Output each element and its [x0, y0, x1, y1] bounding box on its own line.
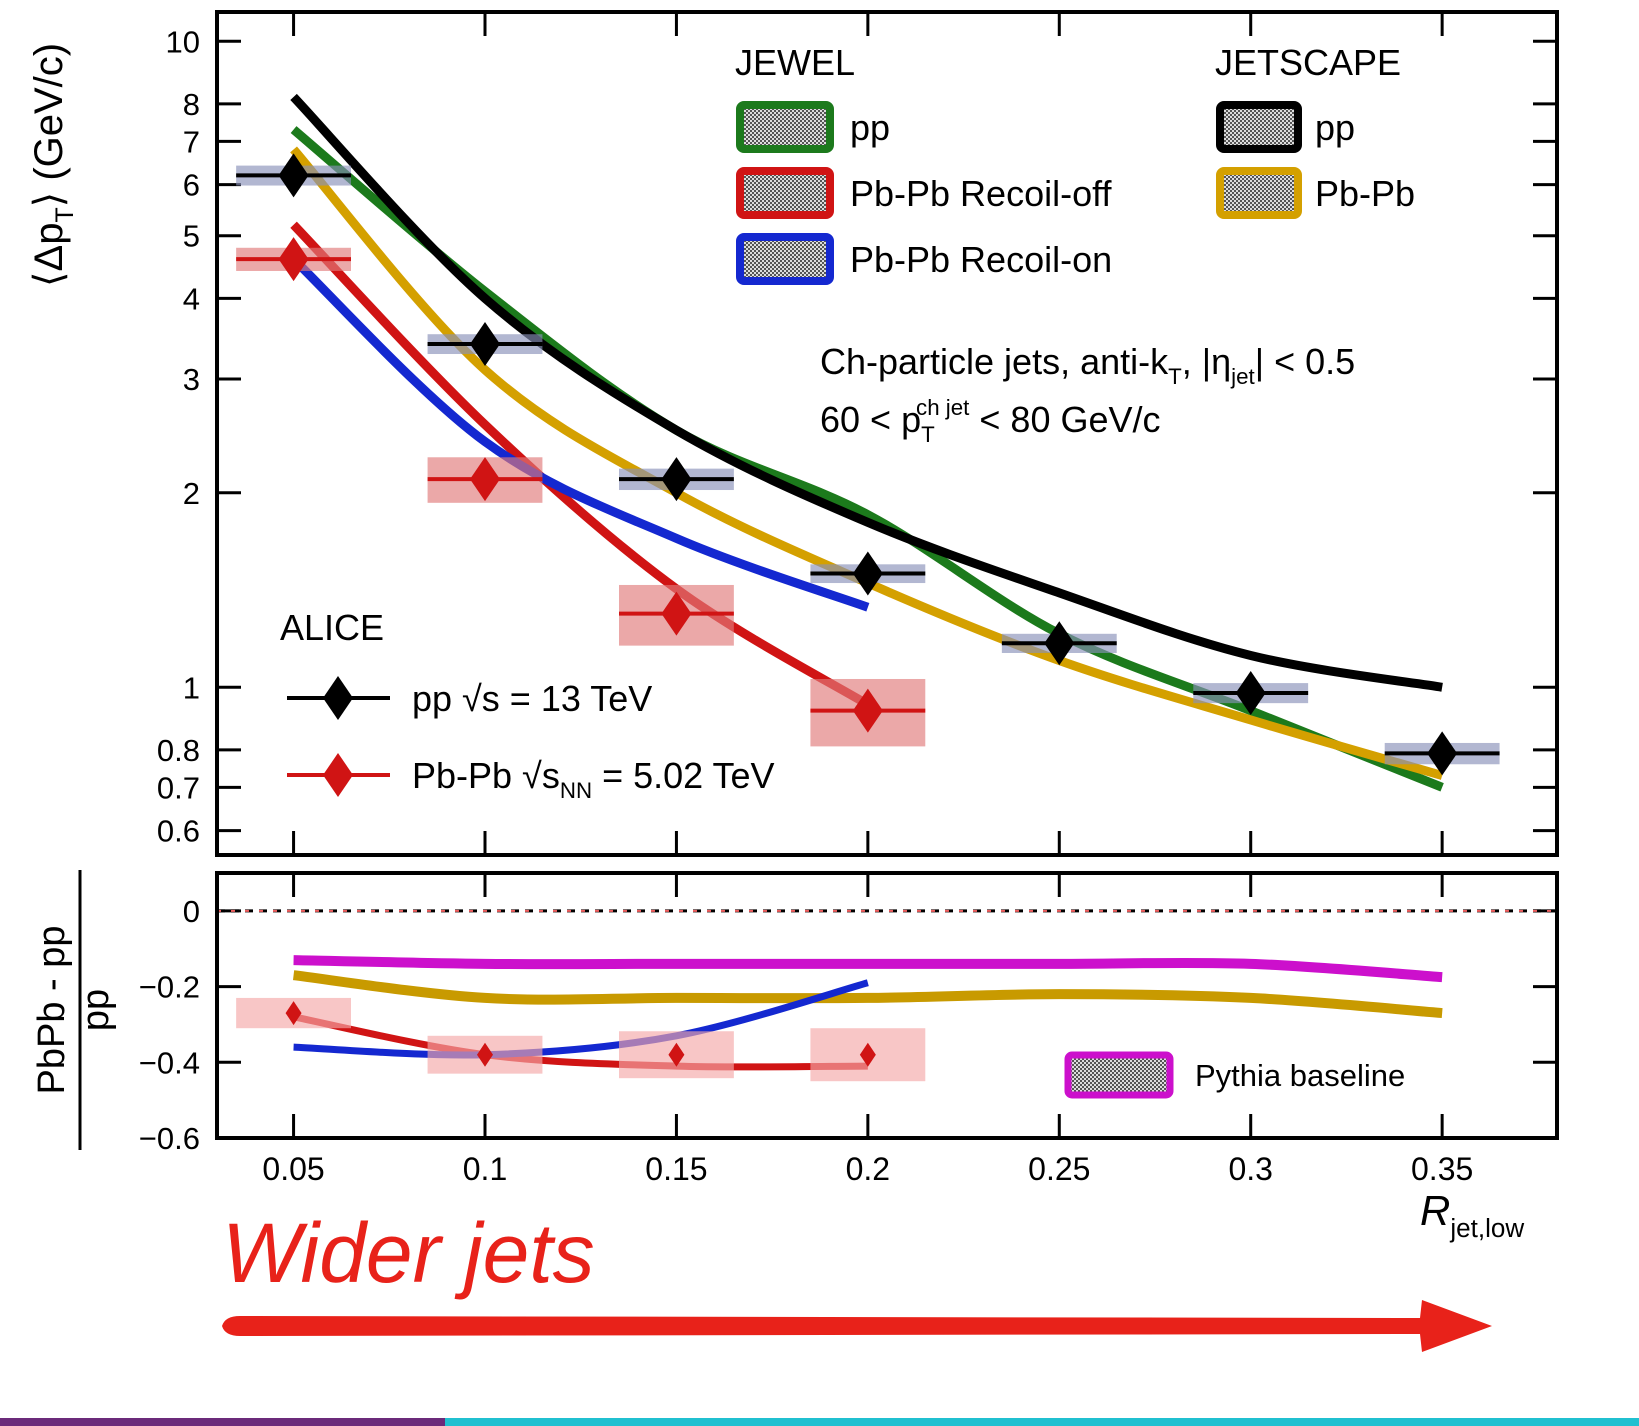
x-tick-label: 0.25 — [1028, 1151, 1090, 1187]
legend-swatch — [740, 237, 830, 281]
subscript: NN — [560, 778, 592, 803]
y-tick-label: 1 — [183, 670, 200, 705]
y-tick-label: −0.6 — [139, 1121, 200, 1156]
x-tick-label: 0.2 — [846, 1151, 890, 1187]
footer-strip — [0, 1418, 445, 1426]
y-tick-label: 8 — [183, 87, 200, 122]
legend-label: Pb-Pb Recoil-off — [850, 173, 1112, 214]
legend-swatch — [1068, 1055, 1170, 1095]
legend-swatch — [1220, 105, 1298, 149]
legend-label: pp — [1315, 107, 1355, 148]
y-tick-label: 0.8 — [157, 733, 200, 768]
text-part: ⟨Δp — [27, 223, 71, 288]
y-tick-label: 2 — [183, 476, 200, 511]
x-tick-label: 0.05 — [262, 1151, 324, 1187]
superscript: ch jet — [916, 395, 970, 420]
legend-title: ALICE — [280, 607, 384, 648]
y-tick-label: 10 — [166, 24, 200, 59]
y-tick-label: 4 — [183, 281, 200, 316]
text-part: R — [1420, 1187, 1450, 1234]
legend-label: pp — [850, 107, 890, 148]
y-tick-label: −0.4 — [139, 1045, 200, 1080]
x-tick-label: 0.35 — [1411, 1151, 1473, 1187]
x-tick-label: 0.15 — [645, 1151, 707, 1187]
y-tick-label: 5 — [183, 219, 200, 254]
y-tick-label: 0 — [183, 894, 200, 929]
text-part: < 80 GeV/c — [969, 399, 1160, 440]
y-tick-label: −0.2 — [139, 970, 200, 1005]
annotation: Ch-particle jets, anti-kT, |ηjet| < 0.5 — [820, 341, 1355, 389]
caption: Wider jets — [222, 1206, 595, 1300]
chart: Wider jets 0.6 0.70.8 1 2 3 4 5 6 78 10 JEWEL pp Pb-… — [0, 0, 1639, 1426]
legend-label: Pb-Pb √sNN = 5.02 TeV — [412, 755, 775, 803]
subscript: jet,low — [1449, 1213, 1524, 1243]
text-part: = 5.02 TeV — [592, 755, 774, 796]
y-axis-label: pp — [75, 989, 117, 1031]
text-part: Pb-Pb √s — [412, 755, 560, 796]
legend-swatch — [740, 171, 830, 215]
y-axis-label: PbPb - pp — [31, 926, 73, 1095]
subscript: jet — [1230, 364, 1255, 389]
y-tick-label: 3 — [183, 362, 200, 397]
text-part: ⟩ (GeV/c) — [27, 43, 71, 208]
subscript: T — [1168, 364, 1182, 389]
text-part: pp √s = 13 TeV — [412, 678, 652, 719]
y-tick-label: 7 — [183, 124, 200, 159]
legend-label: Pb-Pb Recoil-on — [850, 239, 1112, 280]
legend-title: JEWEL — [735, 42, 855, 83]
legend-swatch — [1220, 171, 1298, 215]
text-part: | < 0.5 — [1255, 341, 1355, 382]
x-tick-label: 0.3 — [1228, 1151, 1272, 1187]
legend-label: Pythia baseline — [1195, 1058, 1405, 1093]
text-part: , |η — [1182, 341, 1231, 382]
annotation: 60 < pTch jet < 80 GeV/c — [820, 395, 1161, 447]
subscript: T — [52, 207, 79, 222]
legend-label: Pb-Pb — [1315, 173, 1415, 214]
text-part: Ch-particle jets, anti-k — [820, 341, 1169, 382]
legend-swatch — [740, 105, 830, 149]
page: Wider jets 0.6 0.70.8 1 2 3 4 5 6 78 10 JEWEL pp Pb-… — [0, 0, 1639, 1426]
legend-label: pp √s = 13 TeV — [412, 678, 652, 719]
footer-strip — [445, 1418, 1639, 1426]
x-tick-label: 0.1 — [463, 1151, 507, 1187]
y-tick-label: 0.6 — [157, 814, 200, 849]
text-part: 60 < p — [820, 399, 921, 440]
legend-title: JETSCAPE — [1215, 42, 1401, 83]
y-tick-label: 0.7 — [157, 770, 200, 805]
y-tick-label: 6 — [183, 168, 200, 203]
